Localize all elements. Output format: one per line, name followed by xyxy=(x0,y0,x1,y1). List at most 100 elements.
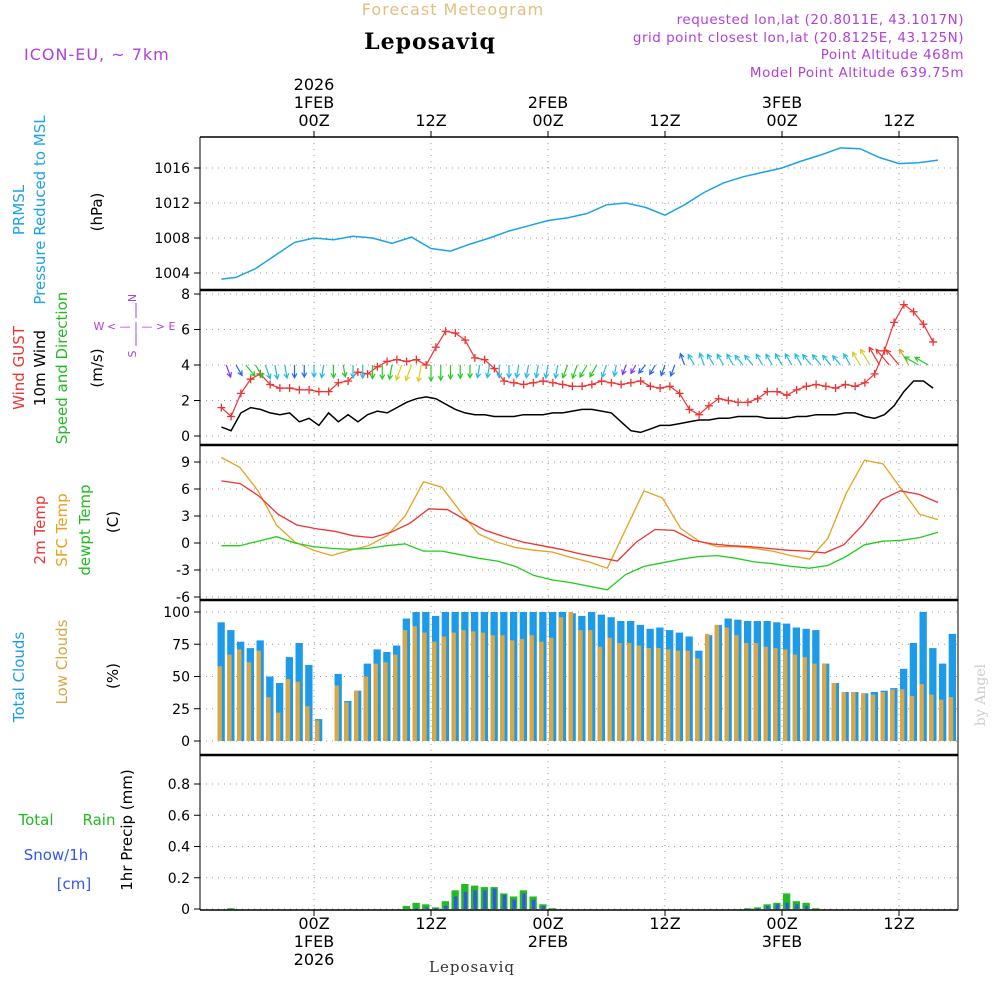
y-tick-label: 1016 xyxy=(154,161,190,177)
wind-arrow xyxy=(630,364,637,374)
cloud-unit: (%) xyxy=(104,663,122,689)
bottom-time-label: 2FEB xyxy=(528,932,568,951)
wind-arrow xyxy=(707,353,715,366)
gust-marker xyxy=(217,403,226,412)
bottom-time-label: 2026 xyxy=(294,950,335,969)
wind-arrow-head xyxy=(579,372,585,379)
wind-arrow xyxy=(726,353,734,366)
temp-labels: 2m Temp SFC Temp dewpt Temp (C) xyxy=(31,484,122,575)
gust-marker xyxy=(314,387,323,396)
wind-arrow-head xyxy=(350,373,356,380)
low-cloud-bar xyxy=(295,681,300,741)
wind-arrow-head xyxy=(394,375,401,382)
gust-marker xyxy=(890,318,899,327)
low-cloud-bar xyxy=(695,658,700,741)
model-label: ICON-EU, ~ 7km xyxy=(24,45,170,64)
gust-marker xyxy=(490,364,499,373)
wind-arrow xyxy=(734,355,744,366)
wind-arrow-head xyxy=(811,353,818,360)
y-tick-label: 25 xyxy=(172,702,190,718)
axis-layer: 1004 1008 1012 1016 0 2 4 6 8 -6 -3 0 3 6 9 0 25 50 75 100 0… xyxy=(154,75,959,969)
wind-arrow-head xyxy=(543,373,550,380)
y-tick-label: 0 xyxy=(181,536,190,552)
snow-bar xyxy=(453,896,458,909)
gust-marker xyxy=(568,382,577,391)
low-cloud-bar xyxy=(558,617,564,741)
low-cloud-bar xyxy=(285,679,291,741)
gust-marker xyxy=(782,391,791,400)
y-tick-label: 1008 xyxy=(154,231,190,247)
gust-marker xyxy=(821,382,830,391)
top-time-label: 3FEB xyxy=(762,93,802,112)
cloud-label-low: Low Clouds xyxy=(53,619,71,704)
low-cloud-bar xyxy=(227,654,232,741)
precip-label-snow: Snow/1h xyxy=(24,846,89,864)
gust-marker xyxy=(500,376,509,385)
gust-marker xyxy=(539,376,548,385)
wind-arrow-head xyxy=(726,353,732,360)
wind-arrow-head xyxy=(359,373,366,380)
wind-arrow xyxy=(554,364,559,379)
wind-arrow-head xyxy=(774,352,781,359)
pressure-labels: PRMSL Pressure Reduced to MSL (hPa) xyxy=(10,115,106,305)
compass-w: W xyxy=(94,320,105,333)
wind-arrow-head xyxy=(514,372,521,379)
low-cloud-bar xyxy=(237,649,242,741)
wind-arrow xyxy=(802,354,812,366)
low-cloud-bar xyxy=(919,684,924,741)
wind-arrow-head xyxy=(266,373,272,380)
low-cloud-bar xyxy=(549,637,554,741)
gust-marker xyxy=(334,378,343,387)
low-cloud-bar xyxy=(812,663,817,741)
gust-marker xyxy=(870,369,879,378)
data-layer xyxy=(217,147,972,910)
gust-marker xyxy=(743,398,752,407)
low-cloud-bar xyxy=(968,691,972,741)
gust-marker xyxy=(353,368,362,377)
gust-marker xyxy=(451,329,460,338)
wind-arrow xyxy=(601,364,608,378)
rain-bar xyxy=(402,905,410,909)
wind-arrow-head xyxy=(679,352,685,359)
wind-arrow-head xyxy=(291,373,298,380)
wind-arrow-head xyxy=(621,369,627,376)
low-cloud-bar xyxy=(656,648,661,741)
low-cloud-bar xyxy=(685,650,690,741)
wind-arrow-head xyxy=(467,373,473,380)
low-cloud-bar xyxy=(802,657,807,741)
wind-arrow-head xyxy=(659,370,666,377)
gust-marker xyxy=(792,385,801,394)
wind-arrow xyxy=(388,364,393,380)
snow-bar xyxy=(424,907,429,909)
total-cloud-bar xyxy=(909,643,917,741)
wind-arrow xyxy=(235,364,243,376)
gust-marker xyxy=(402,357,411,366)
y-tick-label: 3 xyxy=(181,509,190,525)
low-cloud-bar xyxy=(393,654,398,741)
low-cloud-bar xyxy=(471,631,476,741)
low-cloud-bar xyxy=(929,694,934,741)
wind-arrow-head xyxy=(638,367,644,374)
wind-arrow-head xyxy=(755,353,761,360)
gust-marker xyxy=(919,320,928,329)
wind-arrow xyxy=(274,364,279,379)
gust-marker xyxy=(714,394,723,403)
wind-arrow-head xyxy=(250,371,256,377)
gust-marker xyxy=(324,387,333,396)
wind-arrow xyxy=(649,364,656,375)
gust-marker xyxy=(734,398,743,407)
bottom-time-label: 00Z xyxy=(766,914,797,933)
pressure-label-2: Pressure Reduced to MSL xyxy=(31,115,49,305)
wind-arrow-head xyxy=(875,348,882,355)
gust-marker xyxy=(441,327,450,336)
total-cloud-bar xyxy=(919,612,927,741)
model-altitude: Model Point Altitude 639.75m xyxy=(750,65,964,81)
bottom-time-label: 00Z xyxy=(532,914,563,933)
low-cloud-bar xyxy=(363,676,369,741)
gust-marker xyxy=(685,405,694,414)
low-cloud-bar xyxy=(344,702,349,741)
wind-arrow xyxy=(904,356,919,366)
y-tick-label: 0 xyxy=(181,902,190,918)
y-tick-label: 9 xyxy=(181,455,190,471)
wind-arrow-head xyxy=(914,356,921,362)
